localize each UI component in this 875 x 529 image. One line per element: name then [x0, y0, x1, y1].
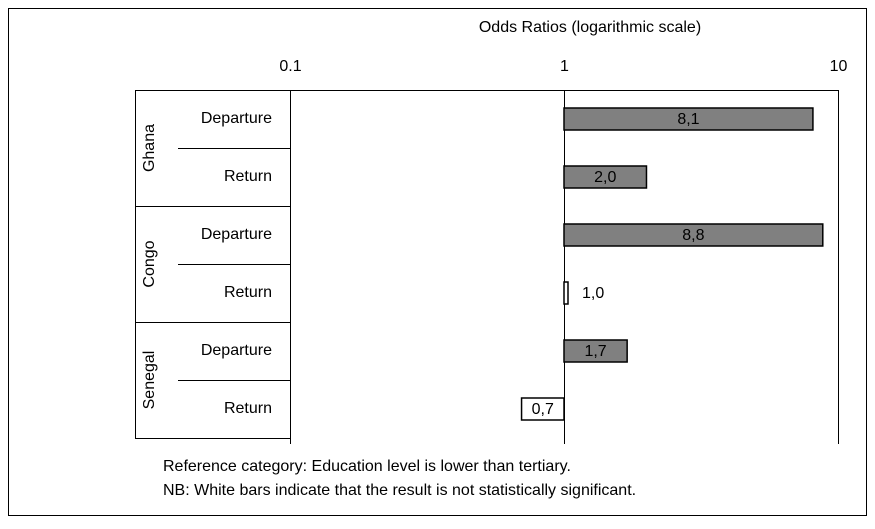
note: Reference category: Education level is l… — [163, 458, 571, 475]
axis-title: Odds Ratios (logarithmic scale) — [479, 19, 701, 36]
y-tick-label: Return — [224, 168, 272, 185]
data-label: 1,7 — [584, 343, 606, 360]
data-label: 2,0 — [594, 169, 616, 186]
group-label: Ghana — [141, 124, 158, 172]
y-tick-label: Departure — [201, 342, 272, 359]
group-label: Congo — [141, 240, 158, 287]
x-tick-label: 10 — [830, 58, 848, 75]
y-tick-label: Return — [224, 400, 272, 417]
bar — [563, 165, 648, 189]
y-tick-label: Departure — [201, 110, 272, 127]
data-label: 8,1 — [677, 111, 699, 128]
x-tick-label: 1 — [560, 58, 569, 75]
bar — [563, 281, 569, 305]
data-label: 0,7 — [532, 401, 554, 418]
y-tick-label: Departure — [201, 226, 272, 243]
frame — [8, 8, 867, 516]
data-label: 1,0 — [582, 285, 604, 302]
bar — [520, 397, 565, 421]
y-tick-label: Return — [224, 284, 272, 301]
x-tick-label: 0.1 — [279, 58, 301, 75]
bar — [563, 223, 824, 247]
bar — [563, 339, 628, 363]
data-label: 8,8 — [682, 227, 704, 244]
group-label: Senegal — [141, 351, 158, 410]
bar — [563, 107, 814, 131]
note: NB: White bars indicate that the result … — [163, 482, 636, 499]
